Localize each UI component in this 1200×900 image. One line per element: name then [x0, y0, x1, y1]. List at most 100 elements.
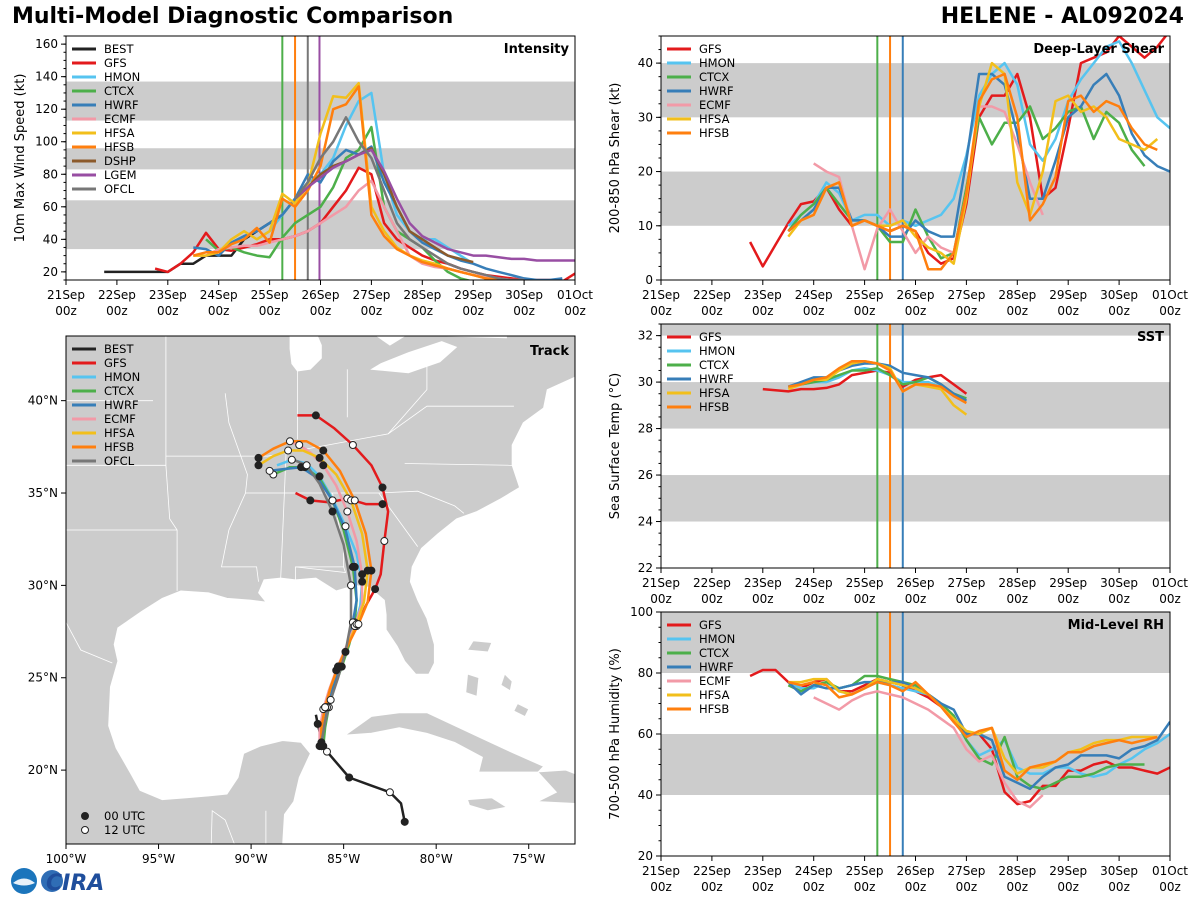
track-position-marker — [295, 440, 304, 449]
intensity-xtick-sublabel: 00z — [361, 304, 383, 318]
intensity-ytick-label: 120 — [35, 102, 58, 116]
rh-band — [661, 612, 1170, 673]
intensity-xtick-sublabel: 00z — [462, 304, 484, 318]
intensity-series-hfsb — [192, 85, 509, 280]
shear-xtick-label: 21Sep — [642, 288, 680, 302]
sst-xtick-label: 22Sep — [693, 576, 731, 590]
bahamas-land — [465, 673, 480, 697]
intensity-panel: 21Sep 00z 22Sep 00z 23Sep 00z 24Sep 00z 25Sep 00z… — [13, 35, 593, 318]
intensity-legend-label: LGEM — [104, 168, 137, 182]
sst-ytick-label: 26 — [638, 468, 653, 482]
shear-legend-label: CTCX — [699, 70, 729, 84]
track-position-marker — [302, 461, 311, 470]
marker-legend-swatch — [81, 812, 89, 820]
sst-xtick-sublabel: 00z — [1108, 592, 1130, 606]
state-boundary — [210, 809, 235, 844]
sst-xtick-sublabel: 00z — [1057, 592, 1079, 606]
track-ytick-label: 30°N — [28, 578, 58, 592]
sst-xtick-sublabel: 00z — [803, 592, 825, 606]
rh-xtick-sublabel: 00z — [1108, 880, 1130, 894]
shear-title: Deep-Layer Shear — [1033, 42, 1164, 57]
intensity-legend-label: HWRF — [104, 98, 139, 112]
rh-xtick-sublabel: 00z — [854, 880, 876, 894]
sst-legend-label: HWRF — [699, 372, 734, 386]
state-boundary — [66, 622, 113, 664]
track-position-marker — [371, 585, 380, 594]
track-position-marker — [400, 817, 409, 826]
rh-xtick-label: 27Sep — [947, 864, 985, 878]
intensity-series-ofcl — [294, 116, 525, 280]
sst-ytick-label: 28 — [638, 422, 653, 436]
track-position-marker — [343, 507, 352, 516]
track-position-marker — [319, 446, 328, 455]
sst-legend-label: GFS — [699, 330, 722, 344]
track-legend-label: ECMF — [104, 412, 136, 426]
rh-title: Mid-Level RH — [1068, 618, 1164, 633]
sst-band — [661, 475, 1170, 522]
track-legend-label: BEST — [104, 342, 134, 356]
shear-legend-label: HFSA — [699, 112, 730, 126]
intensity-xtick-label: 24Sep — [200, 288, 238, 302]
track-panel: 100°W 95°W 90°W 85°W 80°W 75°W 20°N 25°N 30°N 35°… — [28, 335, 576, 866]
globe-icon — [41, 870, 63, 892]
rh-xtick-sublabel: 00z — [1007, 880, 1029, 894]
track-position-marker — [354, 620, 363, 629]
shear-xtick-sublabel: 00z — [1007, 304, 1029, 318]
track-position-marker — [350, 562, 359, 571]
track-position-marker — [321, 703, 330, 712]
intensity-legend-label: GFS — [104, 56, 127, 70]
rh-xtick-label: 28Sep — [998, 864, 1036, 878]
rh-series-hfsb — [788, 680, 1158, 782]
intensity-ytick-label: 80 — [43, 167, 58, 181]
rh-band — [661, 734, 1170, 795]
track-ytick-label: 40°N — [28, 394, 58, 408]
sst-xtick-sublabel: 00z — [956, 592, 978, 606]
storm-id: HELENE - AL092024 — [940, 4, 1184, 29]
shear-xtick-label: 27Sep — [947, 288, 985, 302]
shear-series-hwrf — [787, 72, 1170, 238]
shear-band — [661, 171, 1170, 226]
rh-xtick-sublabel: 00z — [803, 880, 825, 894]
intensity-xtick-sublabel: 00z — [310, 304, 332, 318]
shear-xtick-sublabel: 00z — [905, 304, 927, 318]
track-position-marker — [285, 437, 294, 446]
rh-xtick-label: 21Sep — [642, 864, 680, 878]
track-position-marker — [317, 738, 326, 747]
track-position-marker — [326, 695, 335, 704]
track-position-marker — [319, 461, 328, 470]
rh-xtick-sublabel: 00z — [650, 880, 672, 894]
shear-xtick-label: 23Sep — [744, 288, 782, 302]
marker-legend-label: 12 UTC — [104, 823, 145, 837]
sst-xtick-label: 23Sep — [744, 576, 782, 590]
shear-xtick-sublabel: 00z — [1159, 304, 1181, 318]
intensity-band — [66, 200, 575, 250]
intensity-xtick-label: 26Sep — [302, 288, 340, 302]
bahamas-land — [466, 640, 493, 653]
sst-ytick-label: 22 — [638, 561, 653, 575]
track-title: Track — [530, 344, 569, 359]
shear-ytick-label: 10 — [638, 219, 653, 233]
rh-xtick-label: 24Sep — [795, 864, 833, 878]
rh-xtick-sublabel: 00z — [701, 880, 723, 894]
track-legend-label: HFSB — [104, 440, 134, 454]
shear-xtick-label: 26Sep — [897, 288, 935, 302]
shear-series-hfsb — [787, 72, 1158, 271]
sst-xtick-sublabel: 00z — [650, 592, 672, 606]
track-legend-label: HWRF — [104, 398, 139, 412]
sst-ytick-label: 32 — [638, 329, 653, 343]
track-frame — [65, 335, 576, 845]
track-position-marker — [313, 719, 322, 728]
track-position-marker — [287, 455, 296, 464]
sst-series-hfsb — [788, 359, 968, 405]
lake-erie — [370, 341, 458, 374]
intensity-xtick-label: 29Sep — [454, 288, 492, 302]
marker-legend-swatch — [81, 826, 89, 834]
shear-xtick-sublabel: 00z — [854, 304, 876, 318]
intensity-plot-area — [66, 36, 575, 280]
rh-xtick-label: 29Sep — [1049, 864, 1087, 878]
shear-legend-label: HWRF — [699, 84, 734, 98]
track-xtick-label: 80°W — [420, 852, 453, 866]
shear-legend-label: HMON — [699, 56, 735, 70]
intensity-xtick-sublabel: 00z — [106, 304, 128, 318]
